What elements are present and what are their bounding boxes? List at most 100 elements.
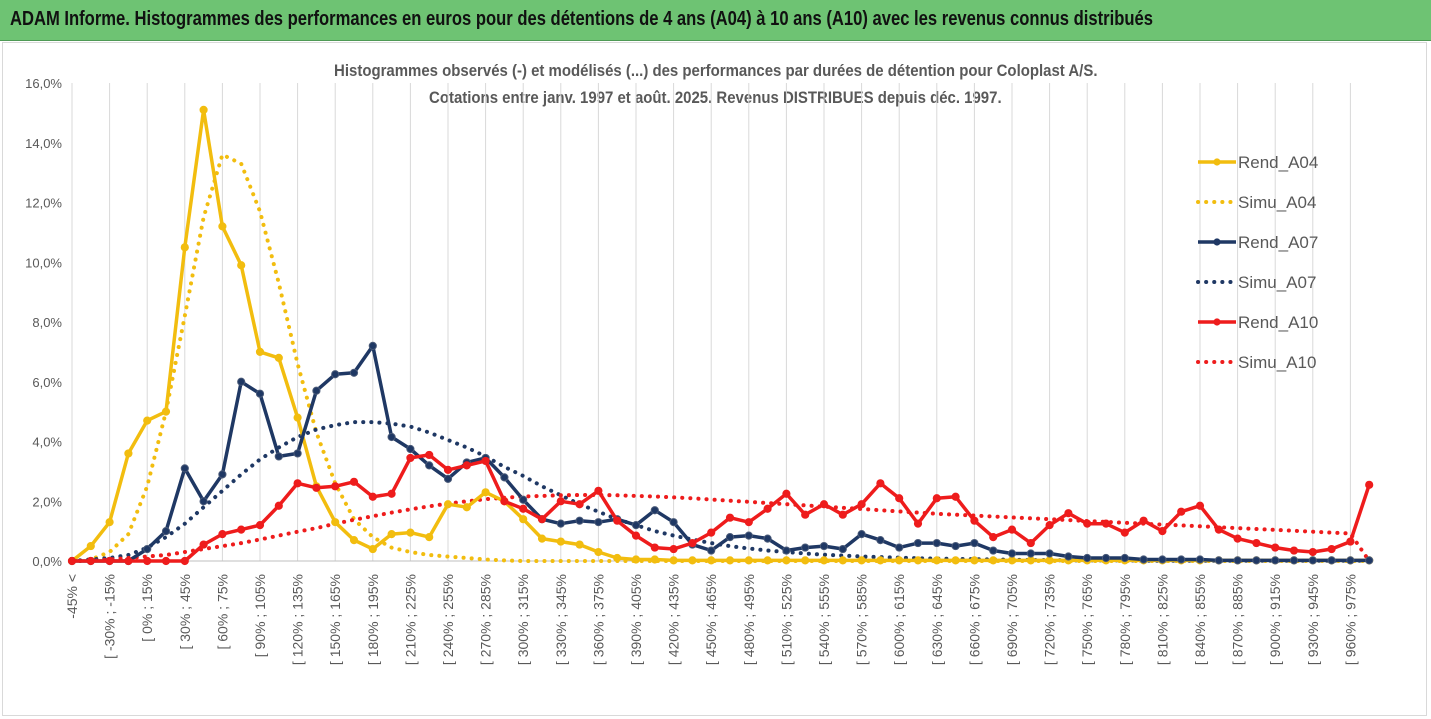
data-point-Rend_A04 [594, 547, 603, 557]
data-point-Rend_A04 [913, 556, 923, 565]
x-tick-label: [ 780% ; 795% [1117, 574, 1133, 665]
legend-swatch-marker [1213, 238, 1221, 246]
data-point-Rend_A10 [462, 461, 471, 470]
series-line-Rend_A10 [72, 453, 1371, 563]
x-tick-label: [ 420% ; 435% [666, 574, 682, 665]
data-point-Rend_A07 [218, 470, 227, 479]
data-point-Rend_A10 [970, 516, 979, 525]
data-point-Rend_A04 [537, 534, 547, 543]
data-point-Rend_A07 [143, 544, 152, 554]
data-point-Rend_A10 [1214, 525, 1223, 534]
data-point-Rend_A10 [1346, 537, 1355, 546]
x-tick-label: [ 60% ; 75% [214, 574, 230, 650]
data-point-Rend_A10 [406, 453, 415, 463]
data-point-Rend_A07 [1177, 555, 1186, 564]
data-point-Rend_A04 [650, 555, 659, 564]
data-point-Rend_A10 [237, 525, 246, 534]
data-point-Rend_A10 [951, 492, 960, 501]
data-point-Rend_A07 [312, 386, 321, 395]
x-tick-label: [ 300% ; 315% [515, 574, 531, 665]
data-point-Rend_A04 [819, 556, 829, 565]
data-point-Rend_A07 [1346, 556, 1355, 565]
data-point-Rend_A04 [895, 556, 904, 565]
data-point-Rend_A07 [744, 531, 753, 540]
data-point-Rend_A07 [406, 444, 415, 454]
data-point-Rend_A10 [838, 510, 847, 519]
data-point-Rend_A04 [349, 535, 359, 545]
data-point-Rend_A07 [1045, 549, 1054, 558]
data-point-Rend_A07 [1252, 556, 1261, 565]
x-tick-label: [ 150% ; 165% [327, 574, 343, 665]
data-point-Rend_A07 [1289, 556, 1299, 565]
data-point-Rend_A07 [1139, 555, 1148, 564]
legend-label: Simu_A07 [1238, 273, 1317, 292]
data-point-Rend_A10 [707, 528, 716, 537]
data-point-Rend_A10 [744, 518, 753, 527]
data-point-Rend_A10 [1120, 528, 1129, 537]
x-tick-label: [ 180% ; 195% [365, 574, 381, 665]
x-tick-label: [ 930% ; 945% [1305, 574, 1321, 665]
data-point-Rend_A10 [500, 497, 509, 506]
data-point-Rend_A10 [1139, 516, 1148, 525]
data-point-Rend_A04 [970, 556, 979, 565]
data-point-Rend_A07 [199, 497, 208, 506]
legend-label: Simu_A10 [1238, 353, 1317, 372]
data-point-Rend_A10 [594, 486, 603, 495]
x-tick-label: [ 720% ; 735% [1042, 574, 1058, 665]
data-point-Rend_A07 [707, 546, 716, 555]
data-point-Rend_A10 [143, 556, 152, 566]
data-point-Rend_A10 [556, 497, 565, 506]
legend-item-Rend_A07: Rend_A07 [1190, 222, 1370, 262]
legend-swatch-marker [1213, 158, 1221, 166]
report-title: ADAM Informe. Histogrammes des performan… [10, 8, 1153, 30]
data-point-Rend_A04 [368, 544, 377, 554]
data-point-Rend_A07 [237, 377, 246, 386]
data-point-Rend_A10 [819, 500, 829, 509]
x-tick-label: [ -30% ; -15% [102, 574, 118, 659]
data-point-Rend_A07 [425, 461, 434, 470]
data-point-Rend_A07 [349, 368, 359, 377]
data-point-Rend_A10 [688, 538, 697, 548]
data-point-Rend_A10 [1365, 480, 1374, 489]
data-point-Rend_A10 [1026, 538, 1035, 548]
data-point-Rend_A07 [1214, 556, 1223, 565]
data-point-Rend_A07 [876, 535, 885, 545]
data-point-Rend_A04 [199, 105, 208, 114]
data-point-Rend_A10 [218, 530, 227, 539]
data-point-Rend_A10 [1308, 547, 1317, 557]
y-tick-label: 6,0% [32, 375, 62, 390]
data-point-Rend_A07 [1233, 556, 1242, 565]
x-tick-label: [ 480% ; 495% [741, 574, 757, 665]
legend-label: Rend_A04 [1238, 153, 1319, 172]
data-point-Rend_A10 [989, 533, 998, 542]
data-point-Rend_A10 [857, 500, 866, 509]
data-point-Rend_A10 [650, 543, 659, 552]
data-point-Rend_A04 [425, 533, 434, 542]
data-point-Rend_A07 [895, 543, 904, 552]
data-point-Rend_A10 [1271, 543, 1280, 552]
x-tick-label: [ 30% ; 45% [177, 574, 193, 650]
data-point-Rend_A07 [1327, 556, 1336, 565]
x-tick-label: [ 960% ; 975% [1342, 574, 1358, 665]
x-tick-label: [ 390% ; 405% [628, 574, 644, 665]
data-point-Rend_A04 [801, 556, 810, 565]
data-point-Rend_A07 [932, 538, 941, 548]
y-tick-label: 12,0% [25, 196, 62, 211]
data-point-Rend_A10 [387, 489, 396, 498]
x-tick-label: [ 600% ; 615% [891, 574, 907, 665]
data-point-Rend_A07 [913, 538, 923, 548]
data-point-Rend_A07 [725, 533, 735, 542]
data-point-Rend_A04 [443, 500, 453, 509]
data-point-Rend_A10 [725, 513, 735, 522]
data-point-Rend_A04 [86, 541, 95, 551]
data-point-Rend_A04 [255, 347, 265, 356]
data-point-Rend_A10 [613, 516, 622, 525]
y-tick-label: 8,0% [32, 315, 62, 330]
data-point-Rend_A10 [1177, 507, 1186, 516]
data-point-Rend_A10 [1252, 538, 1261, 548]
data-point-Rend_A07 [1064, 552, 1073, 561]
chart-title: Histogrammes observés (-) et modélisés (… [333, 61, 1098, 80]
data-point-Rend_A10 [1007, 525, 1017, 534]
data-point-Rend_A10 [481, 456, 490, 466]
x-tick-label: [ 870% ; 885% [1230, 574, 1246, 665]
